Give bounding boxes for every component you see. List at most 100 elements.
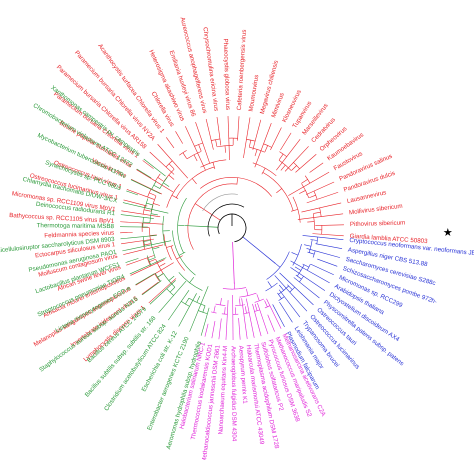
internal-branch [309, 194, 316, 198]
leaf-branch [141, 280, 162, 296]
internal-branch [249, 140, 252, 147]
internal-branch [295, 274, 302, 280]
leaf-branch [290, 260, 330, 284]
internal-branch [254, 303, 258, 311]
internal-branch [169, 286, 176, 293]
backbone-arc [217, 213, 247, 243]
internal-branch [146, 202, 154, 206]
leaf-label: Phaeocystis globosa virus [222, 38, 232, 110]
leaf-branch [158, 280, 187, 313]
internal-branch [291, 209, 298, 212]
internal-branch [178, 251, 186, 256]
leaf-branch [252, 303, 262, 337]
internal-branch [189, 277, 195, 283]
internal-arc [312, 213, 315, 230]
internal-arc [264, 305, 271, 309]
leaf-branch [142, 160, 154, 169]
internal-branch [191, 178, 197, 185]
internal-branch [150, 213, 158, 216]
leaf-branch [126, 255, 155, 266]
internal-arc [292, 243, 302, 266]
leaf-branch [129, 257, 167, 275]
leaf-branch [175, 131, 183, 144]
internal-arc [154, 273, 161, 282]
internal-branch [152, 247, 160, 250]
leaf-branch [272, 304, 285, 328]
internal-arc [159, 177, 168, 189]
internal-branch [149, 192, 156, 196]
clade-root-branch [232, 241, 235, 284]
internal-arc [278, 159, 292, 171]
internal-branch [291, 252, 299, 256]
leaf-branch [279, 301, 293, 323]
leaf-label: Moumouvirus [248, 74, 261, 112]
internal-arc [198, 310, 208, 315]
leaf-branch [157, 144, 189, 179]
leaf-branch [125, 258, 139, 263]
leaf-branch [274, 275, 308, 312]
internal-branch [212, 162, 216, 170]
leaf-branch [130, 179, 161, 195]
internal-branch [198, 144, 202, 152]
leaf-branch [302, 235, 344, 241]
leaf-branch [267, 314, 275, 332]
internal-branch [294, 266, 302, 271]
leaf-branch [120, 214, 154, 219]
internal-arc [187, 183, 237, 250]
leaf-branch [122, 240, 172, 252]
leaf-branch [130, 259, 165, 276]
leaf-branch [305, 181, 335, 195]
internal-branch [163, 182, 170, 187]
internal-branch [195, 203, 202, 208]
internal-arc [292, 196, 301, 223]
internal-arc [149, 204, 154, 223]
internal-branch [307, 221, 315, 223]
internal-arc [200, 177, 272, 197]
clade-root-branch [185, 225, 219, 228]
leaf-branch [312, 233, 344, 237]
tree-branches [120, 116, 344, 340]
leaf-branch [279, 272, 314, 306]
internal-branch [158, 263, 166, 267]
leaf-branch [243, 117, 251, 159]
internal-branch [185, 297, 190, 305]
internal-branch [168, 275, 175, 281]
internal-arc [165, 160, 173, 168]
internal-branch [278, 153, 284, 160]
leaf-branch [309, 162, 324, 173]
internal-branch [213, 305, 216, 313]
leaf-branch [310, 263, 334, 276]
internal-branch [153, 203, 160, 206]
leaf-branch [120, 231, 133, 234]
leaf-branch [149, 151, 175, 175]
leaf-branch [120, 235, 157, 240]
leaf-branch [148, 278, 177, 304]
leaf-branch [126, 190, 139, 196]
leaf-branch [218, 318, 222, 340]
leaf-branch [121, 238, 154, 245]
internal-branch [143, 240, 151, 242]
leaf-branch [143, 158, 166, 177]
internal-branch [196, 295, 201, 303]
backbone-arc [207, 203, 245, 237]
leaf-branch [280, 132, 292, 151]
leaf-branch [306, 248, 341, 258]
internal-branch [280, 164, 286, 171]
internal-branch [157, 273, 164, 278]
internal-branch [301, 179, 308, 184]
leaf-branch [200, 307, 210, 336]
internal-branch [307, 251, 315, 255]
internal-branch [264, 300, 268, 307]
leaf-branch [290, 267, 326, 291]
leaf-branch [211, 321, 216, 339]
leaf-branch [278, 289, 301, 318]
leaf-label: Aeropyrum pernix K1 [237, 345, 248, 404]
internal-branch [176, 255, 183, 260]
internal-arc [254, 309, 260, 312]
internal-branch [224, 307, 226, 315]
internal-branch [279, 284, 284, 291]
leaf-branch [254, 123, 272, 168]
internal-arc [177, 197, 187, 254]
